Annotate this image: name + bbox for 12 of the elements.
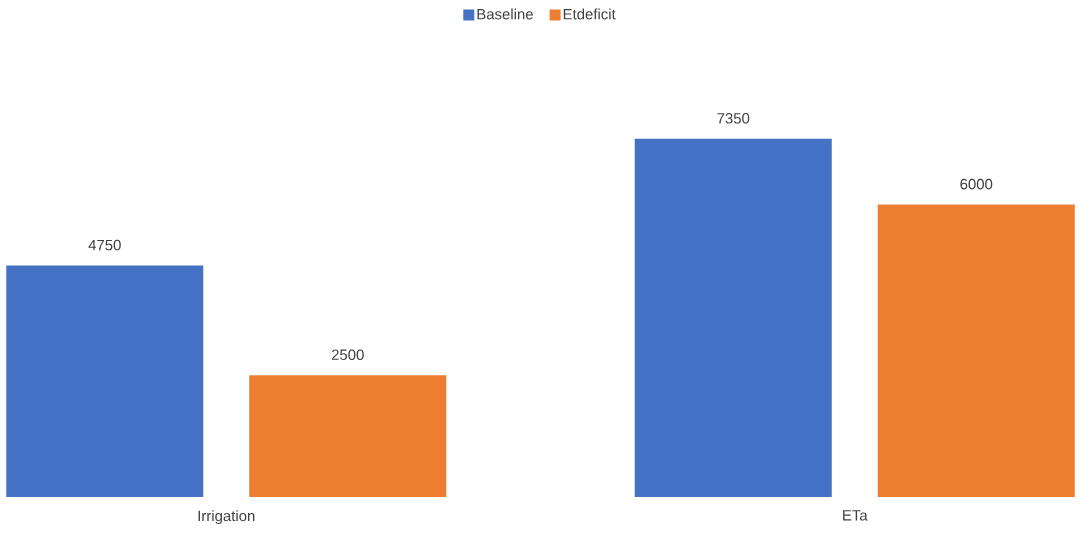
x-tick-label: ETa (843, 510, 868, 521)
x-tick-label: Irrigation (198, 510, 255, 525)
legend-label: Etdeficit (563, 8, 616, 20)
bar (6, 265, 204, 497)
bar (634, 138, 832, 497)
data-label: 6000 (960, 178, 993, 190)
legend-label: Baseline (477, 8, 533, 20)
data-label: 2500 (331, 349, 364, 360)
bar (249, 375, 447, 497)
bar (877, 204, 1075, 497)
data-label: 4750 (88, 239, 121, 251)
data-label: 7350 (717, 113, 750, 124)
